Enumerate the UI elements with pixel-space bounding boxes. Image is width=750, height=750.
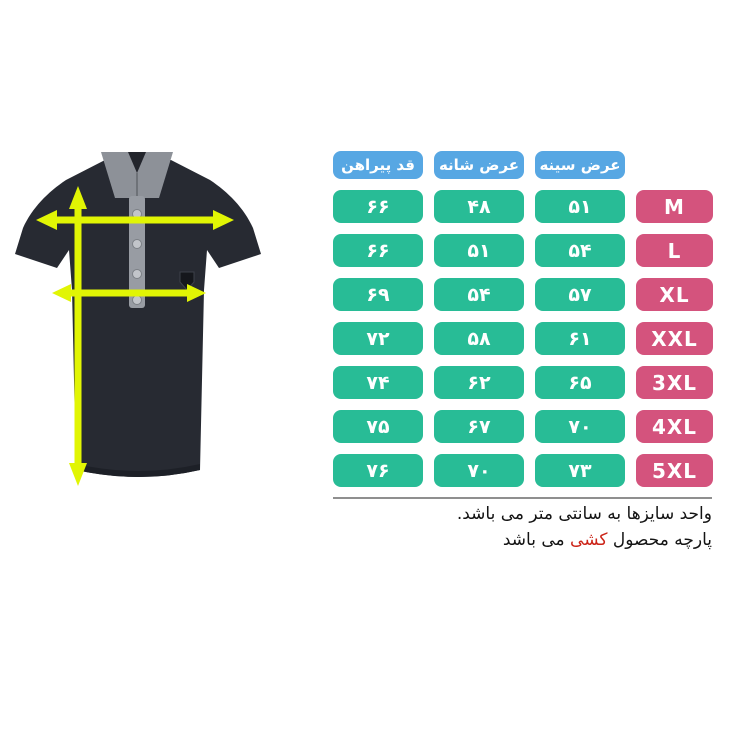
note-units-text: واحد سایزها به سانتی متر می باشد. — [456, 504, 712, 524]
header-spacer — [636, 151, 713, 179]
product-photo-polo-shirt — [15, 152, 261, 486]
size-badge: XL — [636, 278, 713, 311]
notes: واحد سایزها به سانتی متر می باشد. پارچه … — [457, 501, 712, 553]
size-badge: 5XL — [636, 454, 713, 487]
size-badge: 3XL — [636, 366, 713, 399]
shirt-length-arrow — [69, 186, 87, 486]
cell-shirt-length: ۶۶ — [333, 234, 423, 267]
placket-button — [132, 239, 142, 249]
cell-shirt-length: ۷۴ — [333, 366, 423, 399]
cell-shoulder-width: ۴۸ — [434, 190, 524, 223]
cell-shoulder-width: ۵۱ — [434, 234, 524, 267]
header-shirt-length: قد پیراهن — [333, 151, 423, 179]
header-chest-width: عرض سینه — [535, 151, 625, 179]
size-badge: XXL — [636, 322, 713, 355]
cell-shirt-length: ۷۲ — [333, 322, 423, 355]
cell-chest-width: ۷۳ — [535, 454, 625, 487]
placket-button — [132, 269, 142, 279]
cell-shoulder-width: ۶۷ — [434, 410, 524, 443]
note-fabric-highlight: کشی — [570, 530, 608, 550]
divider-line — [333, 497, 712, 499]
header-shoulder-width: عرض شانه — [434, 151, 524, 179]
note-units: واحد سایزها به سانتی متر می باشد. — [457, 501, 712, 527]
cell-shirt-length: ۷۵ — [333, 410, 423, 443]
cell-shoulder-width: ۷۰ — [434, 454, 524, 487]
shirt-placket — [129, 196, 145, 308]
cell-chest-width: ۶۱ — [535, 322, 625, 355]
shirt-hem — [76, 464, 200, 477]
placket-button — [132, 295, 142, 305]
cell-chest-width: ۵۴ — [535, 234, 625, 267]
size-badge: 4XL — [636, 410, 713, 443]
size-table: قد پیراهن عرض شانه عرض سینه ۶۶ ۴۸ ۵۱ M ۶… — [333, 151, 713, 487]
note-fabric-prefix: پارچه محصول — [607, 530, 712, 550]
cell-chest-width: ۵۷ — [535, 278, 625, 311]
size-badge: M — [636, 190, 713, 223]
size-badge: L — [636, 234, 713, 267]
cell-chest-width: ۶۵ — [535, 366, 625, 399]
note-fabric: پارچه محصول کشی می باشد — [457, 527, 712, 553]
cell-shirt-length: ۶۹ — [333, 278, 423, 311]
chest-width-arrow — [52, 284, 206, 302]
cell-shoulder-width: ۶۲ — [434, 366, 524, 399]
shirt-collar-notch — [128, 152, 146, 173]
cell-shoulder-width: ۵۸ — [434, 322, 524, 355]
note-fabric-suffix: می باشد — [502, 530, 571, 550]
cell-chest-width: ۵۱ — [535, 190, 625, 223]
cell-shirt-length: ۶۶ — [333, 190, 423, 223]
cell-shoulder-width: ۵۴ — [434, 278, 524, 311]
cell-shirt-length: ۷۶ — [333, 454, 423, 487]
cell-chest-width: ۷۰ — [535, 410, 625, 443]
